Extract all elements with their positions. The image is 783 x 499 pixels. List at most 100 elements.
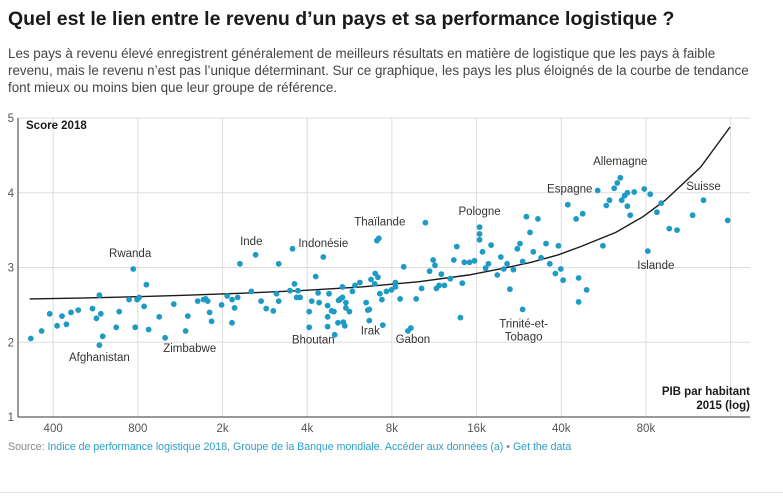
- data-point: [519, 258, 526, 265]
- source-separator: •: [506, 441, 510, 453]
- data-point: [182, 328, 189, 334]
- chart-title: Quel est le lien entre le revenu d’un pa…: [8, 8, 675, 30]
- data-point: [113, 324, 120, 331]
- country-label-line: Thaïlande: [354, 216, 405, 228]
- data-point: [617, 174, 624, 181]
- data-point: [116, 308, 123, 315]
- data-point: [388, 287, 395, 293]
- data-point: [248, 288, 255, 295]
- data-point: [312, 273, 319, 280]
- data-point: [575, 299, 582, 305]
- data-point: [453, 243, 460, 250]
- data-point: [324, 302, 331, 309]
- data-point: [573, 216, 579, 222]
- data-point: [527, 229, 533, 236]
- data-point: [54, 322, 60, 329]
- country-label: Zimbabwe: [163, 343, 216, 355]
- data-point: [335, 319, 341, 326]
- data-point: [326, 290, 332, 297]
- country-label: Bhoutan: [292, 334, 335, 346]
- data-point: [38, 328, 45, 334]
- data-point: [206, 309, 213, 316]
- y-tick-label-2: 2: [8, 337, 14, 349]
- country-label: Islande: [637, 260, 674, 272]
- data-point: [68, 309, 74, 316]
- data-point: [644, 248, 651, 255]
- data-point: [500, 266, 507, 272]
- y-tick-label-5: 5: [8, 113, 14, 125]
- data-point: [287, 287, 293, 294]
- data-point: [603, 202, 610, 209]
- data-point: [46, 310, 53, 317]
- data-point: [291, 281, 298, 287]
- trend-curve: [29, 126, 731, 300]
- country-label-line: Trinité-et-: [499, 318, 548, 330]
- country-label-line: Indonésie: [298, 238, 348, 250]
- data-point: [647, 191, 654, 198]
- data-point: [99, 333, 106, 340]
- data-point: [627, 212, 634, 219]
- data-point: [130, 266, 137, 272]
- get-data-link[interactable]: Get the data: [512, 441, 572, 453]
- country-label-line: Espagne: [547, 184, 592, 196]
- data-point: [234, 294, 241, 301]
- data-point: [194, 298, 201, 304]
- data-point: [438, 271, 445, 278]
- gridlines: [18, 117, 750, 417]
- data-point: [320, 254, 327, 260]
- country-label-line: Pologne: [458, 206, 500, 218]
- data-point: [366, 306, 373, 313]
- data-point: [658, 200, 665, 207]
- data-point: [363, 299, 369, 306]
- data-point: [538, 254, 544, 261]
- data-point: [485, 260, 492, 267]
- x-tick-label-3: 4k: [301, 423, 313, 435]
- country-label-line: Afghanistan: [69, 352, 130, 364]
- data-point: [418, 285, 425, 292]
- data-point: [376, 290, 383, 297]
- data-point: [258, 298, 264, 304]
- data-point: [535, 216, 541, 222]
- x-tick-label-1: 800: [128, 423, 147, 435]
- data-point: [275, 298, 282, 304]
- data-point: [560, 277, 566, 284]
- data-point: [641, 186, 648, 192]
- x-axis-label: PIB par habitant 2015 (log): [662, 386, 750, 412]
- data-point: [263, 305, 270, 312]
- country-label: Rwanda: [109, 248, 152, 260]
- data-points: [27, 174, 731, 349]
- data-point: [252, 251, 259, 258]
- data-point: [93, 315, 100, 322]
- data-point: [143, 281, 150, 288]
- country-label-line: Irak: [361, 326, 380, 338]
- data-point: [476, 236, 483, 243]
- country-label: Allemagne: [593, 156, 647, 168]
- country-label-line: Allemagne: [593, 156, 647, 168]
- data-point: [75, 307, 82, 313]
- data-point: [482, 265, 489, 272]
- source-note: Source: Indice de performance logistique…: [8, 441, 571, 453]
- scatter-chart: 1 2 3 4 5 400 800 2k 4k 8k 16k 40k 80k Afghanistan Rw…: [8, 113, 751, 435]
- data-point: [224, 293, 231, 299]
- data-point: [229, 319, 235, 326]
- country-label: Gabon: [396, 334, 431, 346]
- data-point: [379, 296, 385, 303]
- country-label-line: Zimbabwe: [163, 343, 216, 355]
- x-tick-label-4: 8k: [386, 423, 398, 435]
- data-point: [519, 306, 526, 313]
- country-label: Indonésie: [298, 238, 348, 250]
- source-link[interactable]: Indice de performance logistique 2018, G…: [47, 441, 504, 453]
- data-point: [331, 308, 337, 315]
- data-point: [507, 286, 513, 293]
- data-point: [583, 287, 590, 293]
- country-label: Afghanistan: [69, 352, 130, 364]
- data-point: [624, 189, 631, 196]
- chart-subtitle: Les pays à revenu élevé enregistrent gén…: [8, 46, 749, 95]
- data-point: [270, 308, 277, 314]
- data-point: [400, 263, 407, 270]
- x-tick-label-2: 2k: [216, 423, 228, 435]
- data-point: [208, 318, 215, 325]
- data-point: [343, 299, 349, 306]
- country-label-line: Bhoutan: [292, 334, 335, 346]
- data-point: [156, 313, 163, 320]
